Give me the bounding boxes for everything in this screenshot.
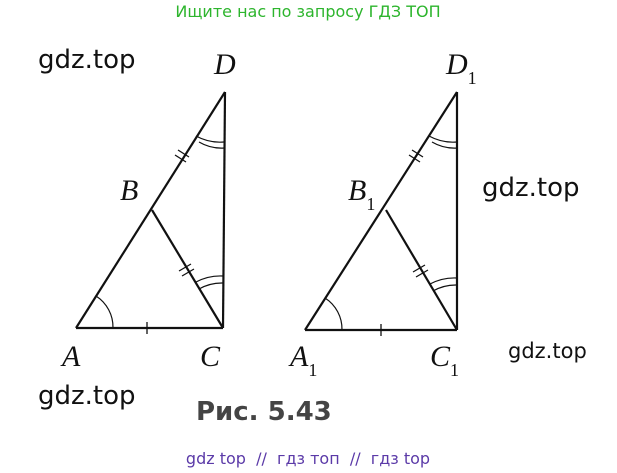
label-d1: D1 (445, 48, 477, 88)
letter: D (445, 48, 468, 81)
triangle-left (75, 91, 227, 334)
letter: B (348, 174, 366, 207)
watermark: gdz.top (38, 381, 136, 411)
watermark: gdz.top (508, 339, 587, 363)
label-c1: C1 (430, 340, 459, 380)
subscript: 1 (450, 360, 459, 380)
header: Ищите нас по запросу ГДЗ ТОП (175, 2, 440, 21)
label-b1: B1 (348, 174, 375, 214)
footer: gdz top // гдз топ // гдз top (186, 449, 430, 468)
triangle-right (304, 91, 459, 336)
caption: Рис. 5.43 (196, 397, 332, 427)
label-d: D (213, 48, 236, 81)
subscript: 1 (468, 68, 477, 88)
letter: C (430, 340, 451, 373)
label-a: A (60, 340, 81, 373)
subscript: 1 (366, 194, 375, 214)
watermark: gdz.top (482, 173, 580, 203)
label-a1: A1 (288, 340, 317, 380)
letter: A (288, 340, 309, 373)
label-b: B (120, 174, 138, 207)
subscript: 1 (308, 360, 317, 380)
watermark: gdz.top (38, 45, 136, 75)
label-c: C (200, 340, 221, 373)
